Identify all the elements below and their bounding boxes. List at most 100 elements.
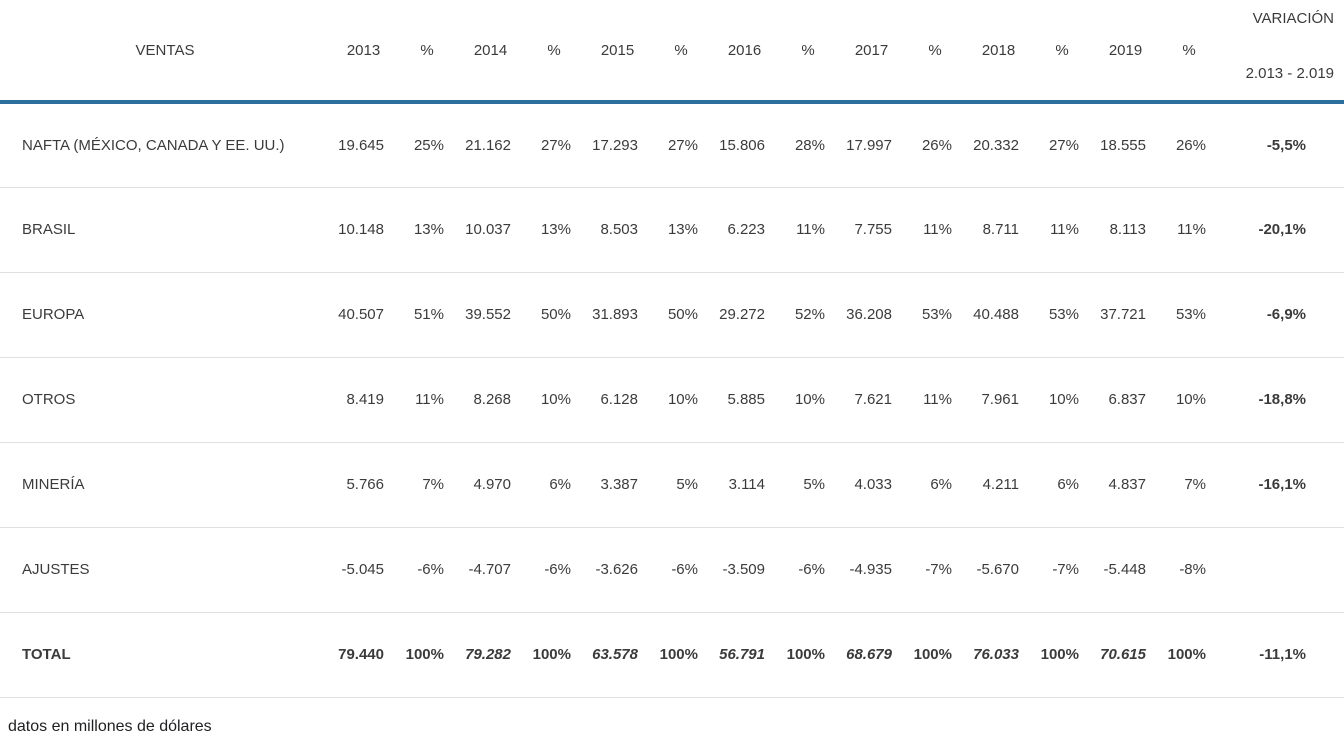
row-label: AJUSTES xyxy=(22,561,90,578)
value-cell: -3.509 xyxy=(722,561,765,578)
variation-cell: -16,1% xyxy=(1258,476,1306,493)
row-label: TOTAL xyxy=(22,646,71,663)
footnote: datos en millones de dólares xyxy=(8,717,212,735)
table-row: NAFTA (MÉXICO, CANADA Y EE. UU.) 19.645 25… xyxy=(0,102,1344,187)
value-cell: -4.935 xyxy=(849,561,892,578)
variation-cell xyxy=(1219,527,1344,612)
value-cell: 56.791 xyxy=(719,646,765,663)
value-cell: 39.552 xyxy=(465,306,511,323)
value-cell: 37.721 xyxy=(1100,306,1146,323)
value-cell: 29.272 xyxy=(719,306,765,323)
percent-cell: 26% xyxy=(921,136,952,154)
header-year-2013: 2013 xyxy=(330,0,397,104)
percent-cell: 11% xyxy=(1050,221,1079,238)
header-ventas: VENTAS xyxy=(0,0,330,104)
row-label: MINERÍA xyxy=(22,476,85,493)
value-cell: 10.148 xyxy=(338,221,384,238)
value-cell: 20.332 xyxy=(973,136,1019,154)
header-pct: % xyxy=(1032,0,1092,104)
table-row: OTROS 8.419 11% 8.268 10% 6.128 10% 5.885 10% 7.6… xyxy=(0,357,1344,442)
percent-cell: 13% xyxy=(413,221,444,238)
percent-cell: -6% xyxy=(798,561,825,578)
percent-cell: 11% xyxy=(796,221,825,238)
value-cell: 36.208 xyxy=(846,306,892,323)
value-cell: 19.645 xyxy=(338,136,384,154)
row-label: EUROPA xyxy=(22,306,85,323)
value-cell: 15.806 xyxy=(719,136,765,154)
table-header: VENTAS 2013 % 2014 % 2015 % 2016 % 2017 … xyxy=(0,0,1344,104)
value-cell: 31.893 xyxy=(592,306,638,323)
value-cell: 17.293 xyxy=(592,136,638,154)
value-cell: 5.885 xyxy=(727,391,765,408)
header-year-2018: 2018 xyxy=(965,0,1032,104)
value-cell: 6.223 xyxy=(727,221,765,238)
value-cell: -5.045 xyxy=(341,561,384,578)
variation-cell: -11,1% xyxy=(1259,646,1306,663)
percent-cell: 27% xyxy=(540,136,571,154)
sales-table: VENTAS 2013 % 2014 % 2015 % 2016 % 2017 … xyxy=(0,0,1344,697)
percent-cell: 100% xyxy=(405,646,444,663)
value-cell: 10.037 xyxy=(465,221,511,238)
value-cell: 8.711 xyxy=(982,221,1019,238)
percent-cell: 13% xyxy=(667,221,698,238)
value-cell: 8.113 xyxy=(1109,221,1146,238)
percent-cell: 100% xyxy=(786,646,825,663)
percent-cell: 52% xyxy=(794,306,825,323)
variation-cell: -20,1% xyxy=(1258,221,1306,238)
header-pct: % xyxy=(397,0,457,104)
value-cell: 6.128 xyxy=(600,391,638,408)
table-row: AJUSTES -5.045 -6% -4.707 -6% -3.626 -6% -3.509… xyxy=(0,527,1344,612)
percent-cell: 51% xyxy=(413,306,444,323)
value-cell: 8.268 xyxy=(473,391,511,408)
percent-cell: 11% xyxy=(415,391,444,408)
percent-cell: -6% xyxy=(671,561,698,578)
variation-cell: -5,5% xyxy=(1266,136,1306,154)
value-cell: 5.766 xyxy=(346,476,384,493)
percent-cell: 10% xyxy=(1048,391,1079,408)
header-pct: % xyxy=(778,0,838,104)
value-cell: 3.387 xyxy=(600,476,638,493)
header-year-2016: 2016 xyxy=(711,0,778,104)
value-cell: 70.615 xyxy=(1100,646,1146,663)
value-cell: 79.440 xyxy=(338,646,384,663)
value-cell: 4.837 xyxy=(1108,476,1146,493)
value-cell: 17.997 xyxy=(846,136,892,154)
percent-cell: 26% xyxy=(1175,136,1206,154)
percent-cell: 7% xyxy=(1184,476,1206,493)
value-cell: 4.033 xyxy=(854,476,892,493)
variation-cell: -18,8% xyxy=(1258,391,1306,408)
value-cell: 68.679 xyxy=(846,646,892,663)
value-cell: 3.114 xyxy=(728,476,765,493)
percent-cell: 50% xyxy=(540,306,571,323)
percent-cell: 7% xyxy=(422,476,444,493)
percent-cell: 11% xyxy=(923,221,952,238)
percent-cell: 53% xyxy=(1175,306,1206,323)
value-cell: 7.621 xyxy=(854,391,892,408)
header-year-2015: 2015 xyxy=(584,0,651,104)
percent-cell: -6% xyxy=(417,561,444,578)
percent-cell: 11% xyxy=(1177,221,1206,238)
value-cell: 6.837 xyxy=(1108,391,1146,408)
percent-cell: -8% xyxy=(1179,561,1206,578)
value-cell: -5.448 xyxy=(1103,561,1146,578)
value-cell: 7.755 xyxy=(854,221,892,238)
header-row: VENTAS 2013 % 2014 % 2015 % 2016 % 2017 … xyxy=(0,0,1344,104)
percent-cell: -6% xyxy=(544,561,571,578)
header-year-2017: 2017 xyxy=(838,0,905,104)
value-cell: -4.707 xyxy=(468,561,511,578)
value-cell: 40.507 xyxy=(338,306,384,323)
row-label: OTROS xyxy=(22,391,76,408)
percent-cell: 28% xyxy=(794,136,825,154)
value-cell: 7.961 xyxy=(981,391,1019,408)
table-row: EUROPA 40.507 51% 39.552 50% 31.893 50% 29.272 5… xyxy=(0,272,1344,357)
value-cell: 21.162 xyxy=(465,136,511,154)
percent-cell: 5% xyxy=(676,476,698,493)
header-year-2014: 2014 xyxy=(457,0,524,104)
percent-cell: 53% xyxy=(1048,306,1079,323)
percent-cell: 53% xyxy=(921,306,952,323)
table-body: NAFTA (MÉXICO, CANADA Y EE. UU.) 19.645 25… xyxy=(0,102,1344,697)
percent-cell: 25% xyxy=(413,136,444,154)
value-cell: 4.211 xyxy=(982,476,1019,493)
percent-cell: 100% xyxy=(1167,646,1206,663)
